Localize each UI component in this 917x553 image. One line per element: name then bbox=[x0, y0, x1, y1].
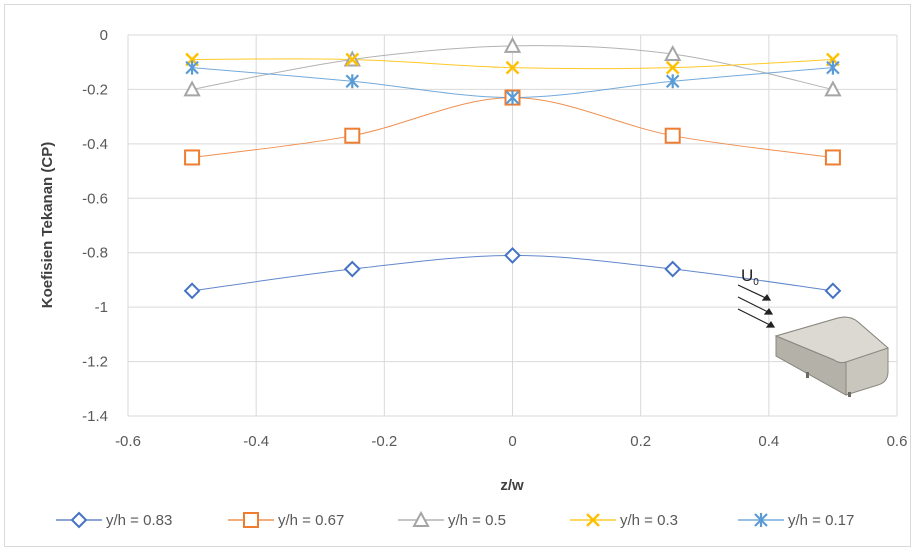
data-point-marker bbox=[664, 260, 682, 278]
series-markers bbox=[183, 36, 842, 300]
x-tick-label: 0.4 bbox=[758, 433, 779, 450]
y-tick-label: -0.6 bbox=[82, 190, 108, 207]
data-point-marker bbox=[504, 247, 521, 264]
x-tick-label: -0.6 bbox=[115, 433, 141, 450]
model-illustration: U0 bbox=[737, 266, 889, 397]
legend: y/h = 0.83 y/h = 0.67 y/h = 0.5 y/h = 0.3 y/… bbox=[56, 510, 854, 529]
legend-label: y/h = 0.5 bbox=[448, 512, 506, 529]
legend-entry: y/h = 0.5 bbox=[398, 510, 506, 529]
y-tick-label: -0.4 bbox=[82, 136, 108, 153]
legend-entry: y/h = 0.17 bbox=[738, 512, 854, 529]
data-point-marker bbox=[665, 74, 680, 89]
y-tick-label: -1.2 bbox=[82, 354, 108, 371]
data-point-marker bbox=[345, 74, 360, 89]
x-tick-labels: -0.6 -0.4 -0.2 0 0.2 0.4 0.6 bbox=[115, 433, 907, 450]
data-point-marker bbox=[343, 260, 361, 278]
y-tick-label: -0.8 bbox=[82, 245, 108, 262]
legend-entry: y/h = 0.83 bbox=[56, 511, 172, 529]
y-tick-label: -1.4 bbox=[82, 408, 108, 425]
data-point-marker bbox=[183, 282, 201, 300]
data-point-marker bbox=[344, 127, 361, 144]
legend-label: y/h = 0.3 bbox=[620, 512, 678, 529]
legend-marker bbox=[243, 512, 259, 528]
y-axis-title: Koefisien Tekanan (CP) bbox=[39, 142, 56, 308]
y-tick-label: 0 bbox=[100, 27, 108, 44]
legend-marker bbox=[412, 510, 430, 527]
wind-velocity-label: U0 bbox=[741, 266, 759, 288]
data-point-marker bbox=[826, 60, 840, 75]
x-tick-label: -0.2 bbox=[371, 433, 397, 450]
data-point-marker bbox=[664, 44, 682, 62]
data-point-marker bbox=[345, 52, 360, 67]
data-point-marker bbox=[183, 80, 201, 97]
legend-marker bbox=[586, 513, 600, 527]
data-point-marker bbox=[824, 149, 841, 166]
x-tick-label: 0.6 bbox=[887, 433, 908, 450]
x-tick-label: -0.4 bbox=[243, 433, 269, 450]
gridlines bbox=[127, 34, 898, 417]
data-point-marker bbox=[184, 149, 201, 166]
data-point-marker bbox=[824, 282, 842, 300]
legend-label: y/h = 0.17 bbox=[788, 512, 854, 529]
y-tick-labels: 0 -0.2 -0.4 -0.6 -0.8 -1 -1.2 -1.4 bbox=[82, 27, 108, 425]
data-point-marker bbox=[824, 80, 842, 97]
x-axis-title: z/w bbox=[500, 477, 524, 494]
y-tick-label: -0.2 bbox=[82, 81, 108, 98]
legend-label: y/h = 0.67 bbox=[278, 512, 344, 529]
data-point-marker bbox=[505, 60, 520, 75]
data-point-marker bbox=[185, 60, 199, 75]
legend-marker bbox=[754, 513, 768, 527]
wind-velocity-symbol: U bbox=[741, 266, 753, 285]
y-tick-label: -1 bbox=[95, 299, 108, 316]
data-point-marker bbox=[505, 90, 520, 105]
data-point-marker bbox=[665, 60, 680, 75]
box-model-icon bbox=[774, 316, 889, 397]
x-tick-label: 0.2 bbox=[630, 433, 651, 450]
data-point-marker bbox=[664, 127, 681, 144]
legend-entry: y/h = 0.67 bbox=[228, 512, 344, 529]
x-tick-label: 0 bbox=[508, 433, 516, 450]
legend-marker bbox=[70, 511, 88, 529]
wind-arrows-icon bbox=[737, 284, 776, 328]
wind-velocity-subscript: 0 bbox=[753, 277, 759, 288]
legend-label: y/h = 0.83 bbox=[106, 512, 172, 529]
legend-entry: y/h = 0.3 bbox=[570, 512, 678, 529]
data-point-marker bbox=[503, 36, 522, 53]
